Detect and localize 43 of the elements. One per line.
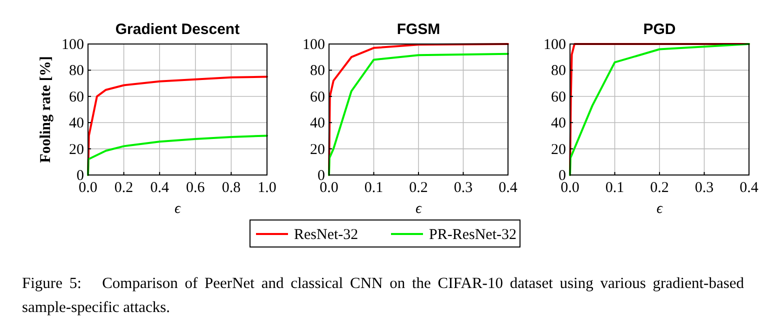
y-axis-title: Fooling rate [%] xyxy=(38,56,54,163)
x-tick-label: 0.3 xyxy=(454,180,473,196)
y-tick-label: 60 xyxy=(69,89,84,106)
x-axis-title: ϵ xyxy=(656,201,664,217)
x-tick-label: 0.4 xyxy=(740,180,759,196)
caption: Figure 5: Comparison of PeerNet and classical CNN on the CIFAR-10 dataset using various gradient-based sample-specific attacks. xyxy=(22,274,744,318)
x-axis-title: ϵ xyxy=(415,201,422,217)
x-tick-label: 0.4 xyxy=(498,180,518,196)
y-tick-label: 60 xyxy=(310,89,325,106)
y-tick-label: 80 xyxy=(551,63,566,80)
x-tick-label: 0.2 xyxy=(409,180,428,196)
x-tick-label: 0.2 xyxy=(650,180,669,196)
x-tick-label: 1.0 xyxy=(258,180,276,196)
x-tick-label: 0.1 xyxy=(605,180,624,196)
y-tick-label: 60 xyxy=(551,89,566,106)
x-axis-title: ϵ xyxy=(174,201,182,217)
x-tick-label: 0.2 xyxy=(114,180,134,196)
line-series xyxy=(87,134,268,176)
chart-title: PGD xyxy=(643,21,676,38)
y-tick-label: 100 xyxy=(62,37,84,53)
y-tick-label: 20 xyxy=(310,142,325,158)
y-tick-label: 20 xyxy=(551,142,566,158)
chart-title: Gradient Descent xyxy=(115,21,240,38)
x-tick-label: 0.8 xyxy=(222,180,241,196)
y-tick-label: 40 xyxy=(310,116,325,132)
x-tick-label: 0.0 xyxy=(78,180,98,196)
x-tick-label: 0.0 xyxy=(320,180,338,196)
x-tick-label: 0.6 xyxy=(186,180,206,196)
legend-label: PR-ResNet-32 xyxy=(429,227,516,243)
x-tick-label: 0.3 xyxy=(694,180,714,196)
y-tick-label: 40 xyxy=(551,116,566,132)
line-series xyxy=(569,43,750,176)
y-tick-label: 100 xyxy=(544,37,566,53)
y-tick-label: 80 xyxy=(310,63,325,80)
x-tick-label: 0.4 xyxy=(150,180,170,196)
x-tick-label: 0.0 xyxy=(560,180,580,196)
y-tick-label: 20 xyxy=(69,142,84,158)
legend-label: ResNet-32 xyxy=(294,227,358,243)
y-tick-label: 100 xyxy=(302,37,325,53)
x-tick-label: 0.1 xyxy=(364,180,384,196)
y-tick-label: 40 xyxy=(69,116,84,132)
chart-title: FGSM xyxy=(396,21,440,38)
y-tick-label: 80 xyxy=(69,63,84,80)
